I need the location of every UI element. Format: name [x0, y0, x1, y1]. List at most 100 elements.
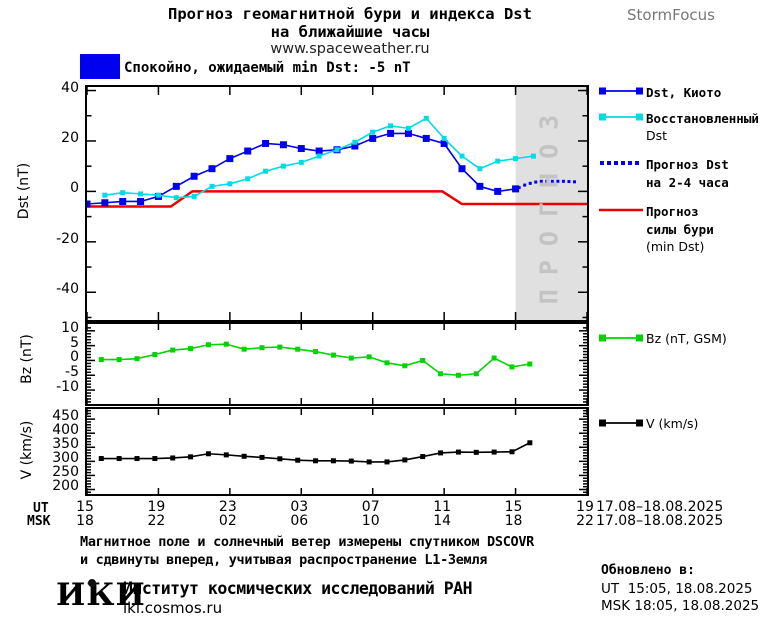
data-point-marker: [172, 182, 180, 190]
msk-hour-label: 18: [504, 513, 523, 529]
data-point-marker: [263, 168, 269, 174]
legend-sample-line: [599, 113, 643, 121]
data-point-marker: [422, 134, 430, 142]
data-point-marker: [366, 459, 372, 465]
iki-logo-dot: [88, 579, 96, 587]
data-point-marker: [458, 165, 466, 173]
legend-sample-line: [599, 87, 643, 95]
data-point-marker: [330, 458, 336, 464]
data-point-marker: [155, 192, 161, 198]
data-point-marker: [477, 166, 483, 172]
msk-hour-label: 22: [576, 513, 594, 529]
data-point-marker: [190, 172, 198, 180]
footer-note-1: Магнитное поле и солнечный ветер измерен…: [80, 534, 535, 550]
data-point-marker: [295, 346, 301, 352]
updated-ut: UT 15:05, 18.08.2025: [601, 581, 753, 597]
data-point-marker: [262, 139, 270, 147]
data-point-marker: [152, 456, 158, 462]
bz-ytick-label: 5: [70, 334, 79, 351]
data-point-marker: [351, 142, 359, 150]
forecast-band-label: ПРОГНОЗ: [534, 100, 564, 305]
data-point-marker: [226, 155, 234, 163]
dst-ytick-label: 0: [70, 180, 79, 197]
data-point-marker: [170, 347, 176, 353]
data-point-marker: [438, 371, 444, 377]
data-point-marker: [297, 145, 305, 153]
data-point-marker: [494, 187, 502, 195]
bz-ytick-label: -5: [65, 364, 79, 381]
ut-hour-label: 19: [147, 499, 166, 515]
iki-logo: ИКИ: [56, 577, 146, 613]
data-point-marker: [545, 179, 549, 183]
spaceweather-link[interactable]: www.spaceweather.ru: [270, 41, 430, 57]
data-point-marker: [137, 197, 145, 205]
data-point-marker: [277, 456, 283, 462]
data-point-marker: [523, 183, 527, 187]
data-point-marker: [298, 159, 304, 165]
legend-sample-line: [600, 161, 639, 165]
data-point-marker: [476, 182, 484, 190]
msk-hour-label: 18: [76, 513, 94, 529]
dst-ytick-label: 20: [61, 129, 79, 146]
data-point-marker: [567, 180, 571, 184]
data-point-marker: [138, 191, 144, 197]
ut-hour-label: 11: [433, 499, 452, 515]
dst-ytick-label: -20: [56, 230, 79, 247]
data-point-marker: [387, 129, 395, 137]
v-ytick-label: 450: [52, 408, 79, 425]
data-point-marker: [295, 457, 301, 463]
data-point-marker: [98, 357, 104, 363]
data-point-marker: [495, 158, 501, 164]
legend-forecast-line2: на 2-4 часа: [646, 175, 729, 190]
legend-bz: Bz (nT, GSM): [646, 331, 727, 346]
data-point-marker: [205, 451, 211, 457]
series-line: [87, 132, 516, 205]
data-point-marker: [134, 456, 140, 462]
data-point-marker: [441, 135, 447, 141]
data-point-marker: [491, 449, 497, 455]
ut-date-range: 17.08–18.08.2025: [596, 499, 724, 515]
v-ytick-label: 350: [52, 436, 79, 453]
data-point-marker: [384, 459, 390, 465]
data-point-marker: [116, 357, 122, 363]
data-point-marker: [438, 450, 444, 456]
institute-site-link[interactable]: iki.cosmos.ru: [123, 599, 223, 617]
data-point-marker: [561, 179, 565, 183]
data-point-marker: [241, 346, 247, 352]
data-point-marker: [573, 180, 576, 184]
legend-dst-kyoto: Dst, Киото: [646, 85, 722, 100]
data-point-marker: [534, 180, 538, 184]
bz-ytick-label: -10: [56, 379, 79, 396]
data-point-marker: [539, 179, 543, 183]
data-point-marker: [173, 195, 179, 201]
msk-date-range: 17.08–18.08.2025: [596, 513, 724, 529]
data-point-marker: [244, 147, 252, 155]
data-point-marker: [352, 139, 358, 145]
data-point-marker: [440, 139, 448, 147]
ut-hour-label: 15: [504, 499, 523, 515]
data-point-marker: [241, 453, 247, 459]
ut-hour-label: 19: [576, 499, 594, 515]
data-point-marker: [509, 449, 515, 455]
v-ytick-label: 200: [52, 478, 79, 495]
data-point-marker: [87, 200, 91, 208]
data-point-marker: [259, 454, 265, 460]
bz-ytick-label: 0: [70, 349, 79, 366]
quiet-status-text: Спокойно, ожидаемый min Dst: -5 nT: [124, 60, 411, 76]
v-chart-panel: [85, 407, 589, 496]
data-point-marker: [550, 179, 554, 183]
data-point-marker: [527, 361, 533, 367]
data-point-marker: [513, 156, 519, 162]
data-point-marker: [405, 125, 411, 131]
data-point-marker: [102, 192, 108, 198]
data-point-marker: [556, 179, 560, 183]
data-point-marker: [384, 360, 390, 366]
data-point-marker: [223, 341, 229, 347]
data-point-marker: [527, 440, 533, 446]
ut-hour-label: 23: [218, 499, 237, 515]
data-point-marker: [530, 153, 536, 159]
page-title: Прогноз геомагнитной бури и индекса Dst: [168, 5, 532, 23]
data-point-marker: [491, 355, 497, 361]
data-point-marker: [119, 197, 127, 205]
